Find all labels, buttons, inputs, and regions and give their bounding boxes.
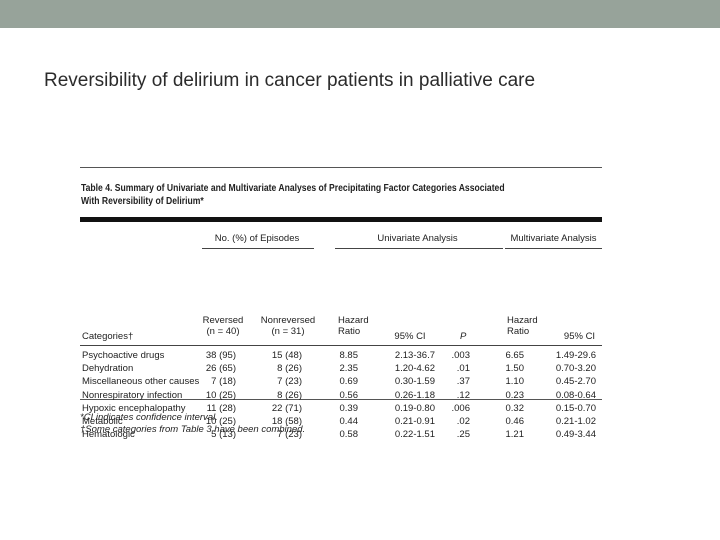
table-cell-multi-hr: 0.23 xyxy=(505,389,525,401)
col-header-multi-hr-line-1: Hazard xyxy=(507,315,538,326)
group-header-univariate: Univariate Analysis xyxy=(377,233,458,244)
table-cell-category: Miscellaneous other causes xyxy=(82,376,200,388)
col-header-reversed-line-1: Reversed xyxy=(202,315,244,326)
table-cell-p: .003 xyxy=(451,350,471,361)
episodes-underline xyxy=(202,248,314,249)
table-cell-multi-hr: 0.46 xyxy=(505,416,525,427)
table-cell-uni-hr: 0.44 xyxy=(339,416,359,427)
footnote-categories: †Some categories from Table 3 have been … xyxy=(80,424,306,435)
table-cell-p: .02 xyxy=(456,416,470,427)
col-header-multi-ci: 95% CI xyxy=(563,331,596,342)
table-caption: Table 4. Summary of Univariate and Multi… xyxy=(81,182,580,208)
group-header-episodes: No. (%) of Episodes xyxy=(214,233,300,244)
footnote-ci: *CI indicates confidence interval. xyxy=(80,412,218,423)
table-cell-category: Metabolic xyxy=(82,416,123,427)
table-cell-uni-hr: 0.58 xyxy=(339,429,359,441)
table-cell-multi-ci: 0.70-3.20 xyxy=(555,363,596,375)
col-header-nonreversed-line-2: (n = 31) xyxy=(271,326,305,337)
col-header-reversed-line-2: (n = 40) xyxy=(206,326,240,337)
table-cell-reversed: 7 (18) xyxy=(211,376,236,388)
table-top-rule xyxy=(80,167,602,168)
table-cell-multi-hr: 1.21 xyxy=(505,429,525,441)
table-cell-uni-ci: 0.22-1.51 xyxy=(394,429,435,441)
table-cell-nonreversed: 8 (26) xyxy=(277,363,302,375)
col-header-nonreversed: Nonreversed (n = 31) xyxy=(260,315,316,337)
table-cell-uni-hr: 0.69 xyxy=(339,376,359,388)
col-header-categories-label: Categories† xyxy=(82,331,134,342)
table-cell-p: .01 xyxy=(456,363,470,375)
table-cell-uni-hr: 0.56 xyxy=(339,389,359,401)
col-header-uni-hr-line-1: Hazard xyxy=(338,315,369,326)
table-cell-uni-hr: 2.35 xyxy=(339,363,359,375)
table-cell-category: Nonrespiratory infection xyxy=(82,389,183,401)
table-cell-multi-hr: 0.32 xyxy=(505,402,525,414)
multivariate-underline xyxy=(505,248,602,249)
table-cell-p: .12 xyxy=(456,389,470,401)
col-header-categories: Categories† xyxy=(82,331,133,342)
table-cell-nonreversed: 22 (71) xyxy=(271,402,302,414)
col-header-uni-hr: Hazard Ratio xyxy=(338,315,369,337)
table-cell-uni-ci: 0.21-0.91 xyxy=(394,416,435,427)
table-cell-p: .25 xyxy=(456,429,470,441)
table-cell-p: .006 xyxy=(451,402,471,414)
table-cell-category: Dehydration xyxy=(82,363,134,375)
table-cell-uni-ci: 0.19-0.80 xyxy=(394,402,435,414)
results-table: Table 4. Summary of Univariate and Multi… xyxy=(80,167,602,440)
table-cell-uni-ci: 0.26-1.18 xyxy=(394,389,435,401)
top-accent-bar xyxy=(0,0,720,28)
table-cell-p: .37 xyxy=(456,376,470,388)
table-cell-reversed: 26 (65) xyxy=(205,363,236,375)
table-cell-reversed: 38 (95) xyxy=(205,350,236,361)
table-grid: No. (%) of Episodes Univariate Analysis … xyxy=(80,222,602,440)
table-cell-uni-ci: 0.30-1.59 xyxy=(394,376,435,388)
col-header-nonreversed-line-1: Nonreversed xyxy=(260,315,316,326)
table-cell-uni-hr: 8.85 xyxy=(339,350,359,361)
table-caption-line-1: Table 4. Summary of Univariate and Multi… xyxy=(81,183,505,194)
table-cell-category: Hypoxic encephalopathy xyxy=(82,402,186,414)
table-cell-multi-ci: 0.15-0.70 xyxy=(555,402,596,414)
table-cell-reversed: 10 (25) xyxy=(205,416,236,427)
table-cell-multi-hr: 1.50 xyxy=(505,363,525,375)
col-header-uni-hr-line-2: Ratio xyxy=(338,326,361,337)
table-cell-multi-hr: 6.65 xyxy=(505,350,525,361)
col-header-multi-hr-line-2: Ratio xyxy=(507,326,530,337)
table-cell-uni-ci: 1.20-4.62 xyxy=(394,363,435,375)
col-header-p: P xyxy=(460,331,467,342)
column-header-rule xyxy=(80,345,602,346)
table-cell-multi-hr: 1.10 xyxy=(505,376,525,388)
table-cell-nonreversed: 15 (48) xyxy=(271,350,302,361)
table-cell-reversed: 11 (28) xyxy=(206,402,236,414)
group-header-multivariate: Multivariate Analysis xyxy=(510,233,597,244)
table-cell-category: Hematologic xyxy=(82,429,135,441)
table-header-rule xyxy=(80,217,602,222)
table-cell-nonreversed: 8 (26) xyxy=(277,389,302,401)
col-header-uni-ci: 95% CI xyxy=(394,331,426,342)
table-cell-multi-ci: 1.49-29.6 xyxy=(555,350,596,361)
table-cell-nonreversed: 7 (23) xyxy=(277,429,302,441)
table-cell-uni-ci: 2.13-36.7 xyxy=(394,350,435,361)
table-cell-multi-ci: 0.49-3.44 xyxy=(555,429,596,441)
univariate-underline xyxy=(335,248,503,249)
table-bottom-rule xyxy=(80,399,602,400)
table-caption-line-2: With Reversibility of Delirium* xyxy=(81,196,204,207)
slide-title: Reversibility of delirium in cancer pati… xyxy=(44,70,536,91)
table-cell-reversed: 5 (13) xyxy=(211,429,236,441)
table-cell-nonreversed: 7 (23) xyxy=(277,376,302,388)
table-cell-multi-ci: 0.45-2.70 xyxy=(555,376,596,388)
table-cell-multi-ci: 0.08-0.64 xyxy=(555,389,596,401)
table-footnotes: *CI indicates confidence interval. †Some… xyxy=(80,412,602,436)
col-header-reversed: Reversed (n = 40) xyxy=(202,315,244,337)
table-cell-uni-hr: 0.39 xyxy=(339,402,359,414)
table-cell-reversed: 10 (25) xyxy=(205,389,236,401)
table-cell-category: Psychoactive drugs xyxy=(82,350,165,361)
col-header-multi-hr: Hazard Ratio xyxy=(507,315,538,337)
table-cell-nonreversed: 18 (58) xyxy=(271,416,302,427)
table-cell-multi-ci: 0.21-1.02 xyxy=(555,416,596,427)
